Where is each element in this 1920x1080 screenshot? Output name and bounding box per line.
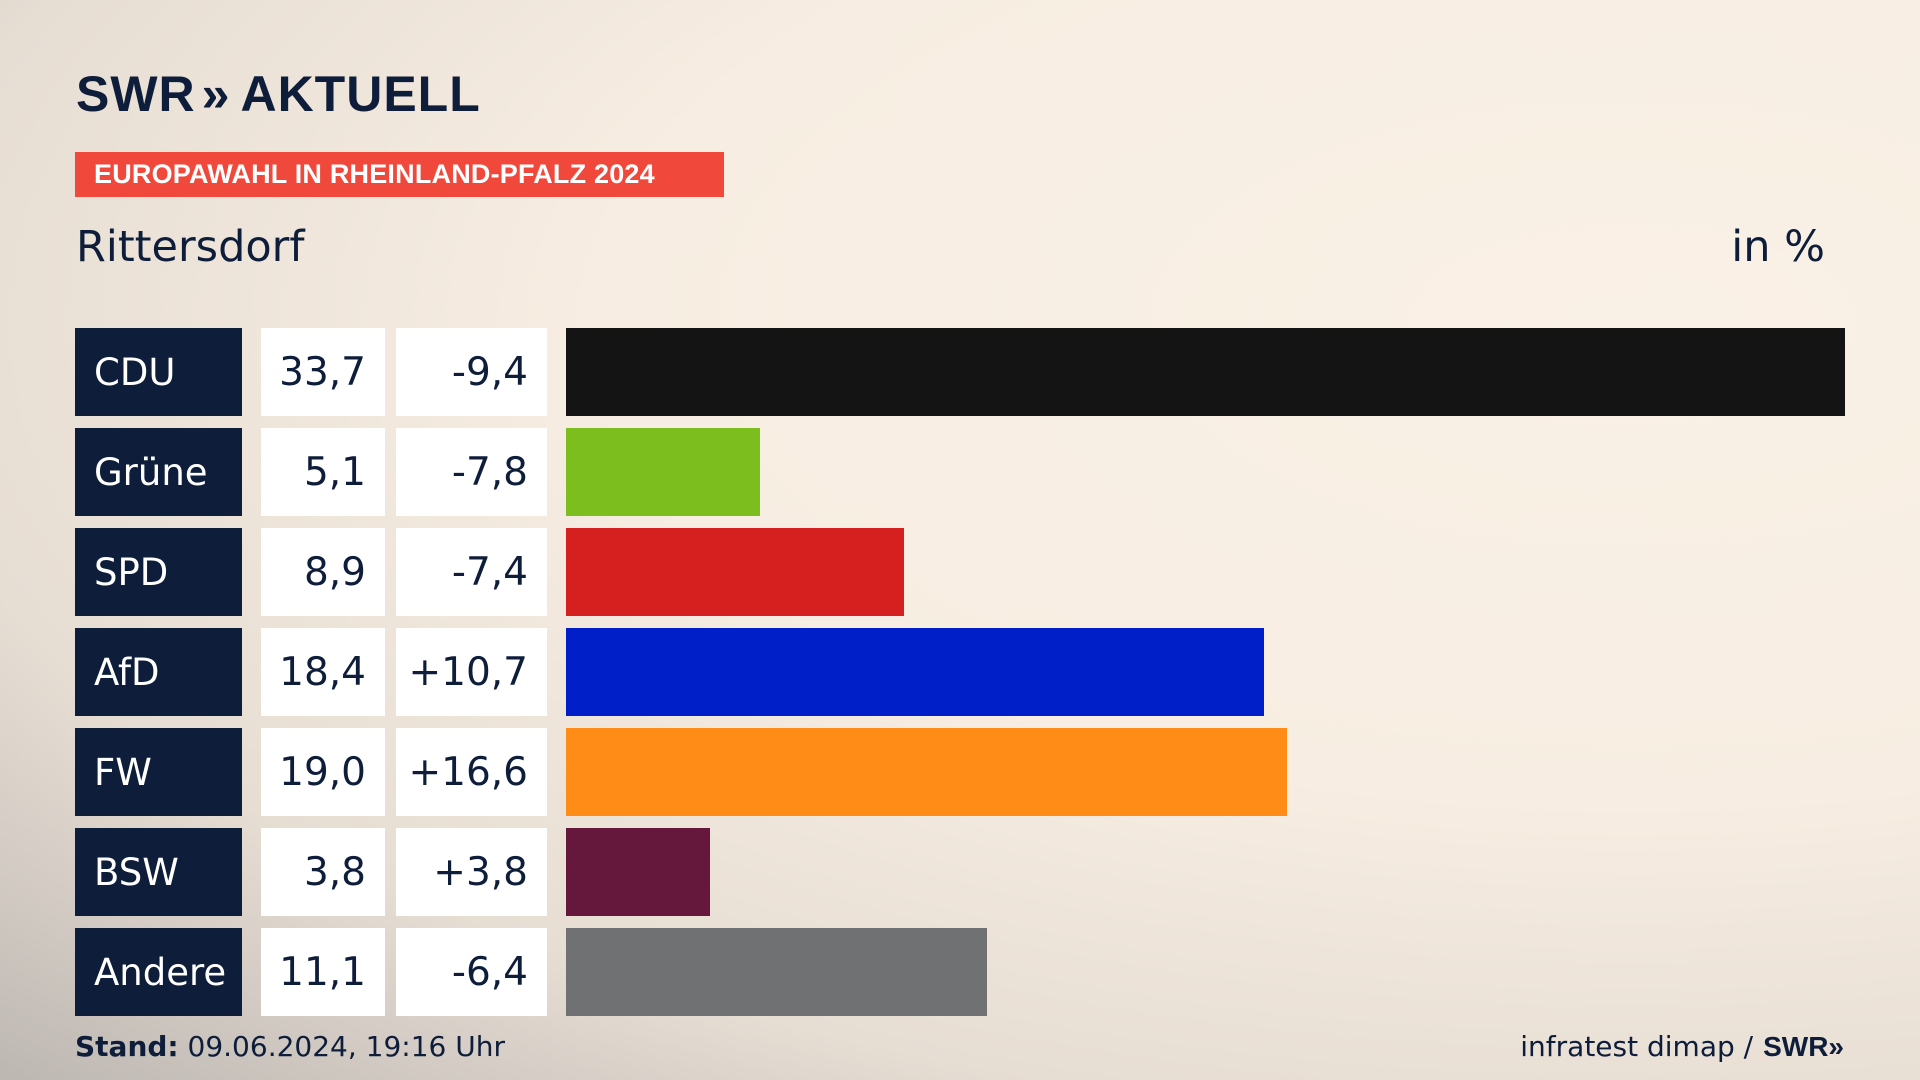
vote-share-label: 33,7 xyxy=(261,328,385,416)
stand-label: Stand: xyxy=(75,1030,179,1063)
timestamp: Stand: 09.06.2024, 19:16 Uhr xyxy=(75,1030,505,1063)
result-row: CDU 33,7 -9,4 xyxy=(75,328,1845,416)
vote-share-label: 5,1 xyxy=(261,428,385,516)
change-label: -7,4 xyxy=(396,528,547,616)
election-banner: EUROPAWAHL IN RHEINLAND-PFALZ 2024 xyxy=(75,152,724,197)
vote-share-label: 8,9 xyxy=(261,528,385,616)
result-row: FW 19,0 +16,6 xyxy=(75,728,1845,816)
vote-share-label: 3,8 xyxy=(261,828,385,916)
party-label: BSW xyxy=(75,828,242,916)
brand-chevrons-icon: » xyxy=(201,66,231,122)
brand-name: SWR xyxy=(76,66,196,122)
swr-small-logo: SWR» xyxy=(1763,1030,1844,1062)
brand-suffix: AKTUELL xyxy=(240,66,481,122)
bar-spd xyxy=(566,528,904,616)
party-label: Grüne xyxy=(75,428,242,516)
stand-value: 09.06.2024, 19:16 Uhr xyxy=(187,1030,505,1063)
change-label: +3,8 xyxy=(396,828,547,916)
swr-aktuell-logo: SWR » AKTUELL xyxy=(76,66,481,122)
result-row: AfD 18,4 +10,7 xyxy=(75,628,1845,716)
result-row: BSW 3,8 +3,8 xyxy=(75,828,1845,916)
party-label: FW xyxy=(75,728,242,816)
change-label: +16,6 xyxy=(396,728,547,816)
source-credit: infratest dimap / SWR» xyxy=(1520,1030,1844,1063)
vote-share-label: 18,4 xyxy=(261,628,385,716)
change-label: -9,4 xyxy=(396,328,547,416)
bar-andere xyxy=(566,928,987,1016)
place-title: Rittersdorf xyxy=(76,222,305,272)
party-label: CDU xyxy=(75,328,242,416)
source-text: infratest dimap / xyxy=(1520,1030,1754,1063)
party-label: Andere xyxy=(75,928,242,1016)
result-row: Andere 11,1 -6,4 xyxy=(75,928,1845,1016)
bar-gr-ne xyxy=(566,428,760,516)
change-label: -7,8 xyxy=(396,428,547,516)
bar-fw xyxy=(566,728,1287,816)
party-label: SPD xyxy=(75,528,242,616)
bar-cdu xyxy=(566,328,1845,416)
change-label: -6,4 xyxy=(396,928,547,1016)
bar-bsw xyxy=(566,828,710,916)
vote-share-label: 19,0 xyxy=(261,728,385,816)
result-row: SPD 8,9 -7,4 xyxy=(75,528,1845,616)
vote-share-label: 11,1 xyxy=(261,928,385,1016)
party-label: AfD xyxy=(75,628,242,716)
bar-afd xyxy=(566,628,1264,716)
change-label: +10,7 xyxy=(396,628,547,716)
result-row: Grüne 5,1 -7,8 xyxy=(75,428,1845,516)
unit-label: in % xyxy=(1731,222,1825,272)
